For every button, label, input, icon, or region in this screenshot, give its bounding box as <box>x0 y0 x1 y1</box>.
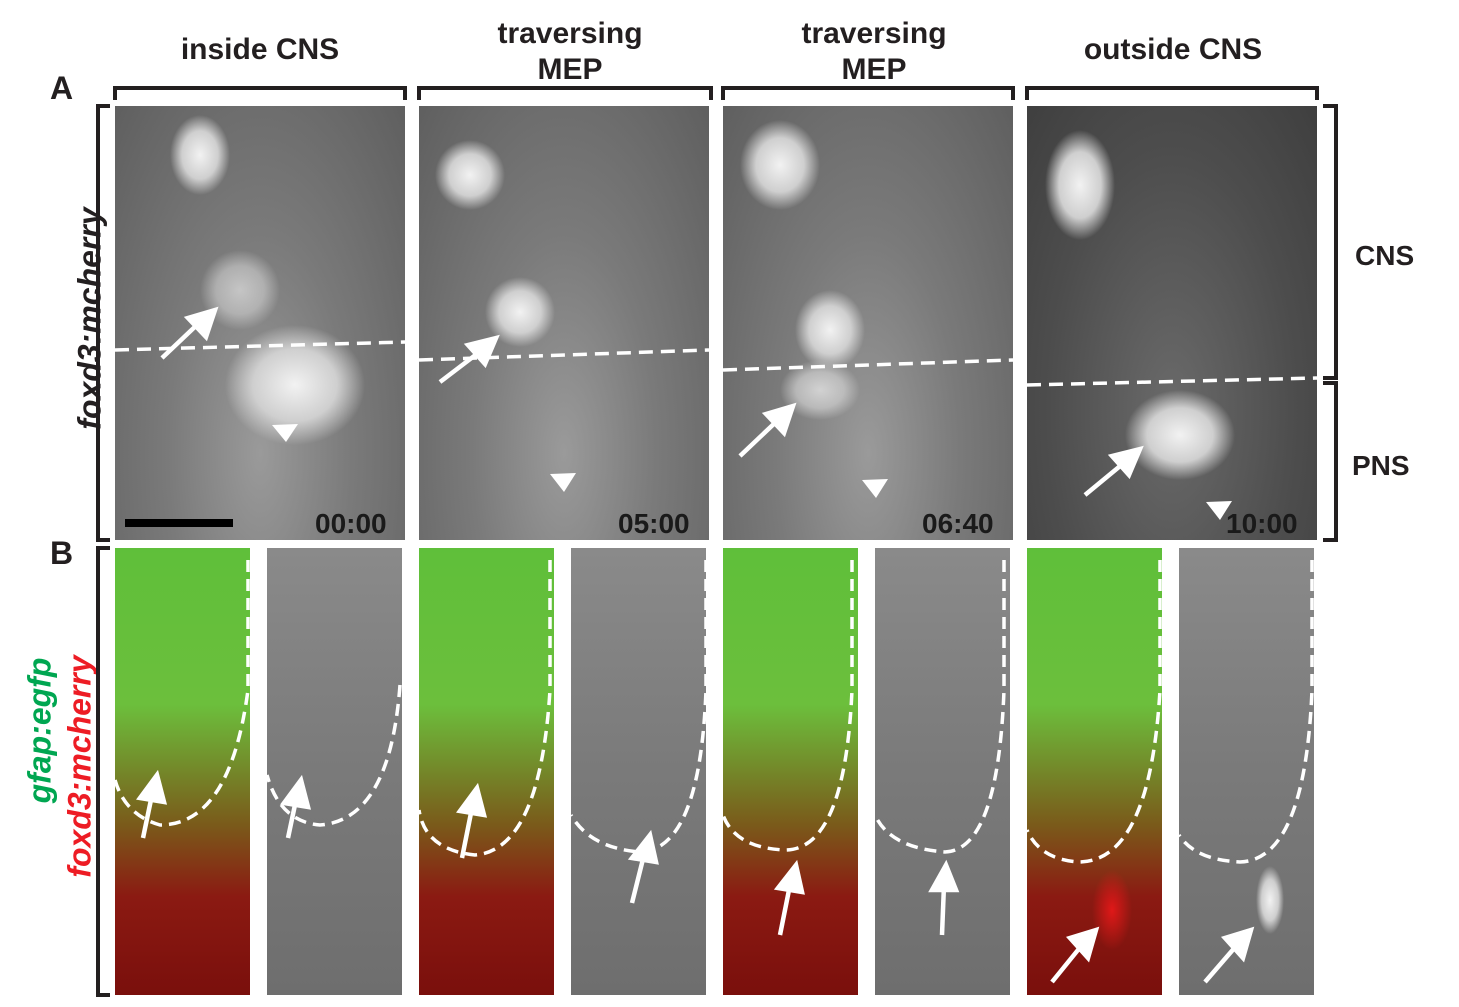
timestamp-2: 05:00 <box>618 508 690 539</box>
side-brackets <box>1323 104 1338 542</box>
column-header-3: traversing MEP <box>801 17 947 86</box>
timestamp-1: 00:00 <box>315 508 387 539</box>
panel-label-a: A <box>50 70 74 106</box>
scale-bar <box>125 519 233 527</box>
column-brackets <box>113 86 1319 100</box>
column-header-1: inside CNS <box>180 33 340 66</box>
label-cns: CNS <box>1355 240 1415 271</box>
timestamp-3: 06:40 <box>922 508 994 539</box>
arrowhead-icon <box>272 424 1232 520</box>
micrograph-b-3-merge <box>723 548 858 995</box>
column-header-2: traversing MEP <box>497 17 643 86</box>
red-cell <box>1092 870 1132 950</box>
gray-cell <box>1256 866 1284 934</box>
label-pns: PNS <box>1352 450 1410 481</box>
micrograph-b-4-gray <box>1179 548 1314 995</box>
timestamp-4: 10:00 <box>1226 508 1298 539</box>
micrograph-b-2-merge <box>419 548 554 995</box>
arrow-icon <box>136 306 1255 984</box>
micrograph-b-2-gray <box>571 548 706 995</box>
column-header-4: outside CNS <box>1083 33 1263 66</box>
boundary-curves <box>113 560 1314 864</box>
panel-label-b: B <box>50 535 74 571</box>
row-brackets <box>96 104 110 997</box>
micrograph-b-1-gray <box>267 548 402 995</box>
boundary-lines <box>114 340 1318 387</box>
cell-bodies-a <box>170 115 1235 480</box>
